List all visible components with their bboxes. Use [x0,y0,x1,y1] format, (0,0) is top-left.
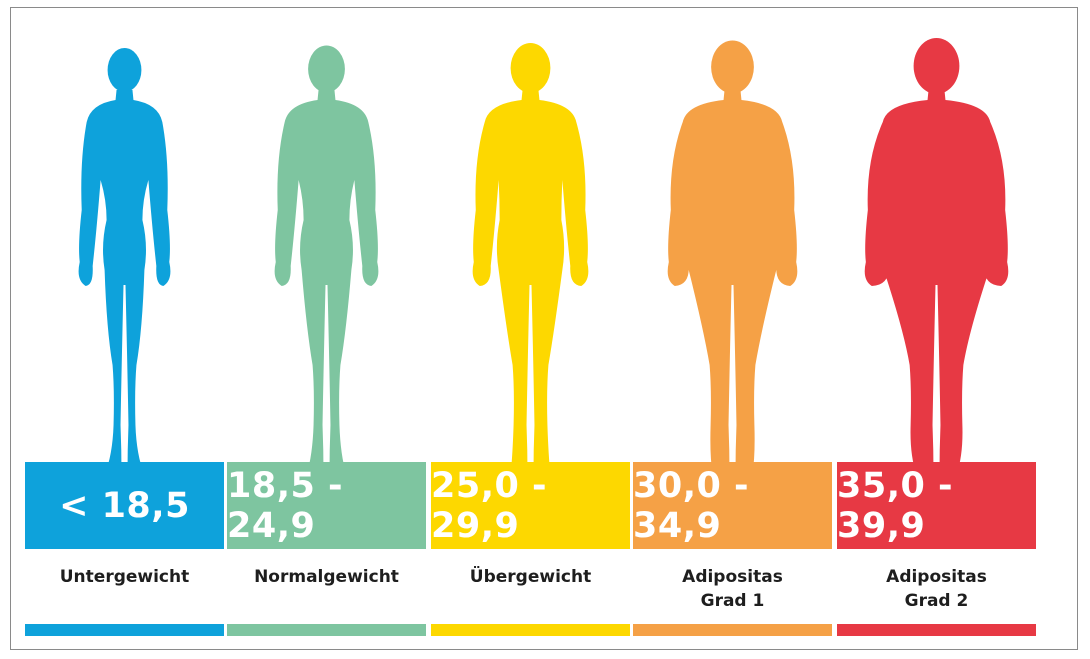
color-bar [633,624,832,636]
color-bar [837,624,1036,636]
body-silhouette-icon [25,30,224,480]
bmi-category-label: Normalgewicht [227,565,426,589]
bmi-range-value: < 18,5 [25,462,224,549]
bmi-category-label-line: Grad 2 [904,591,969,611]
color-bar [25,624,224,636]
body-silhouette-icon [633,30,832,480]
bmi-category-label: Adipositas Grad 2 [837,565,1036,613]
bmi-category-label-line: Untergewicht [59,567,190,587]
bmi-category-label: Adipositas Grad 1 [633,565,832,613]
bmi-range-value: 25,0 - 29,9 [431,462,630,549]
bmi-category-underweight: < 18,5 Untergewicht [25,8,224,651]
color-bar [227,624,426,636]
bmi-category-label: Übergewicht [431,565,630,589]
body-silhouette-icon [227,30,426,480]
bmi-infographic: < 18,5 Untergewicht 18,5 - 24,9 Normalgewi… [10,7,1078,650]
color-bar [431,624,630,636]
bmi-category-label-line: Adipositas [682,567,783,587]
bmi-range-value: 30,0 - 34,9 [633,462,832,549]
body-silhouette-icon [837,30,1036,480]
bmi-category-normal: 18,5 - 24,9 Normalgewicht [227,8,426,651]
body-silhouette-icon [431,30,630,480]
bmi-category-overweight: 25,0 - 29,9 Übergewicht [431,8,630,651]
bmi-category-label-line: Grad 1 [700,591,765,611]
bmi-category-obese-1: 30,0 - 34,9 Adipositas Grad 1 [633,8,832,651]
bmi-category-label-line: Übergewicht [469,567,592,587]
bmi-range-value: 18,5 - 24,9 [227,462,426,549]
bmi-category-label: Untergewicht [25,565,224,589]
bmi-category-label-line: Adipositas [886,567,987,587]
bmi-category-obese-2: 35,0 - 39,9 Adipositas Grad 2 [837,8,1036,651]
bmi-range-value: 35,0 - 39,9 [837,462,1036,549]
bmi-category-label-line: Normalgewicht [254,567,399,587]
